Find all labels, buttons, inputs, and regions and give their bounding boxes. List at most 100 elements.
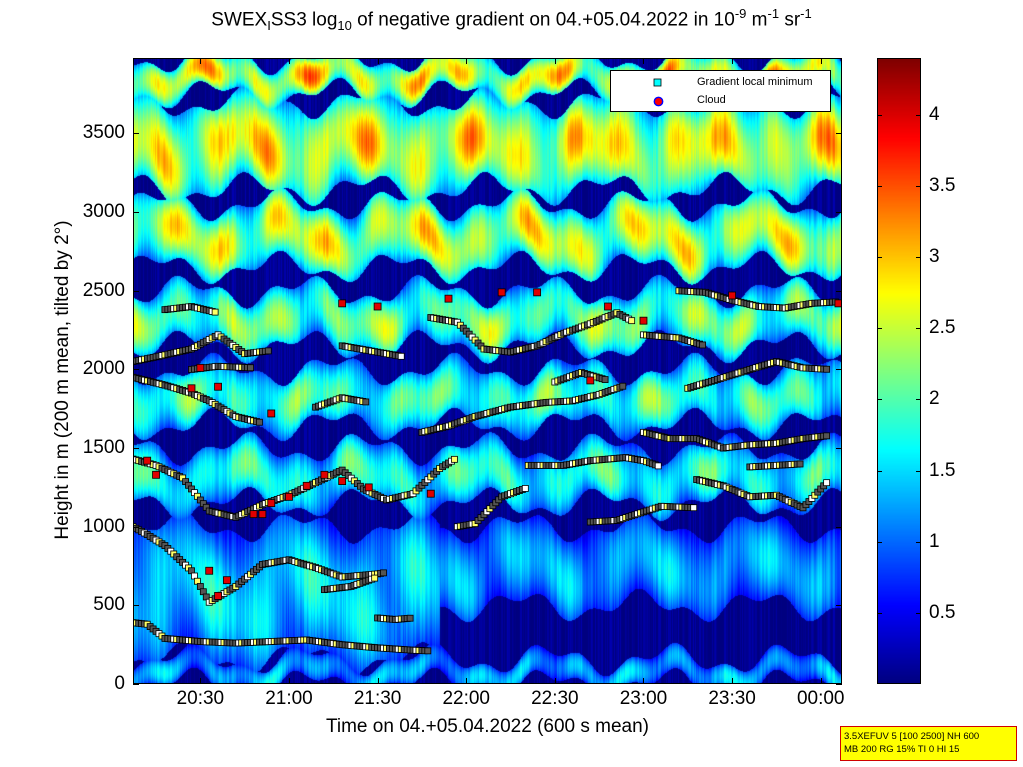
x-tick-label: 00:00 bbox=[796, 688, 845, 709]
y-tick-mark bbox=[133, 526, 139, 528]
cloud-point bbox=[187, 384, 196, 393]
y-tick-mark bbox=[836, 133, 842, 135]
y-tick-mark bbox=[836, 212, 842, 214]
cloud-point bbox=[196, 363, 205, 372]
cloud-point bbox=[426, 489, 435, 498]
cloud-point bbox=[320, 470, 329, 479]
colorbar-tick-mark bbox=[877, 257, 882, 259]
colorbar-tick-mark bbox=[916, 541, 921, 543]
cyan-square-marker-icon bbox=[653, 78, 662, 87]
title-sub-2: 10 bbox=[337, 18, 352, 34]
gradient-minimum-point bbox=[628, 317, 636, 325]
cloud-point bbox=[267, 499, 276, 508]
x-tick-mark bbox=[732, 678, 734, 684]
colorbar-tick-mark bbox=[916, 186, 921, 188]
gradient-minimum-point bbox=[406, 614, 414, 622]
cloud-point bbox=[364, 483, 373, 492]
cloud-point bbox=[258, 510, 267, 519]
cloud-point bbox=[497, 288, 506, 297]
gradient-minimum-point bbox=[823, 365, 831, 373]
red-circle-marker-icon bbox=[653, 96, 664, 107]
y-tick-mark bbox=[836, 290, 842, 292]
gradient-minimum-point bbox=[397, 352, 405, 360]
colorbar-tick-label: 1.5 bbox=[929, 459, 956, 481]
title-sub-1: I bbox=[267, 18, 271, 34]
x-tick-mark bbox=[643, 678, 645, 684]
y-tick-label: 3000 bbox=[82, 201, 125, 223]
y-tick-mark bbox=[836, 448, 842, 450]
x-tick-label: 23:30 bbox=[708, 688, 756, 709]
title-mid-4: sr bbox=[779, 9, 801, 31]
y-tick-mark bbox=[836, 605, 842, 607]
cloud-point bbox=[639, 316, 648, 325]
cloud-point bbox=[152, 470, 160, 479]
colorbar-tick-label: 3 bbox=[929, 246, 940, 268]
cloud-point bbox=[205, 566, 214, 575]
gradient-minimum-point bbox=[699, 341, 706, 349]
cloud-point bbox=[143, 456, 152, 465]
cloud-point bbox=[267, 409, 276, 418]
colorbar-tick-mark bbox=[877, 470, 882, 472]
cloud-point bbox=[586, 376, 595, 385]
gradient-minimum-point bbox=[823, 432, 831, 440]
cloud-point bbox=[302, 481, 311, 490]
cloud-point bbox=[834, 299, 842, 308]
cloud-point bbox=[728, 291, 737, 300]
gradient-minimum-point bbox=[256, 418, 263, 426]
y-tick-label: 500 bbox=[93, 594, 125, 616]
x-tick-mark bbox=[288, 58, 290, 64]
x-tick-mark bbox=[377, 58, 379, 64]
y-tick-mark bbox=[133, 369, 139, 371]
cloud-point bbox=[214, 592, 222, 600]
gradient-minimum-point bbox=[264, 347, 272, 355]
title-sup-3: -1 bbox=[800, 6, 812, 21]
cloud-point bbox=[338, 299, 347, 308]
info-line-2: MB 200 RG 15% TI 0 HI 15 bbox=[844, 744, 960, 755]
gradient-minimum-point bbox=[690, 504, 698, 512]
cloud-point bbox=[373, 302, 382, 311]
gradient-minimum-point bbox=[521, 485, 529, 492]
cloud-point bbox=[214, 382, 222, 391]
colorbar-tick-mark bbox=[916, 612, 921, 614]
colorbar-tick-label: 1 bbox=[929, 530, 940, 552]
y-tick-label: 0 bbox=[114, 673, 125, 694]
x-tick-label: 22:00 bbox=[442, 688, 490, 709]
y-tick-mark bbox=[836, 369, 842, 371]
colorbar-tick-label: 2.5 bbox=[929, 317, 956, 339]
y-tick-label: 3500 bbox=[82, 122, 125, 144]
gradient-minimum-point bbox=[451, 455, 458, 463]
cloud-point bbox=[223, 576, 231, 585]
processing-info-box: 3.5XEFUV 5 [100 2500] NH 600 MB 200 RG 1… bbox=[840, 726, 1017, 761]
title-sup-2: -1 bbox=[767, 6, 780, 21]
title-mid-2: of negative gradient on 04.+05.04.2022 i… bbox=[351, 9, 735, 31]
x-tick-label: 22:30 bbox=[531, 688, 579, 709]
x-tick-label: 21:00 bbox=[265, 688, 313, 709]
colorbar-tick-mark bbox=[877, 399, 882, 401]
x-tick-mark bbox=[288, 678, 290, 684]
y-tick-mark bbox=[133, 605, 139, 607]
x-tick-mark bbox=[732, 58, 734, 64]
legend-entry-gradient: Gradient local minimum bbox=[611, 74, 832, 90]
title-prefix: SWEX bbox=[211, 9, 268, 31]
y-tick-mark bbox=[133, 448, 139, 450]
markers-layer bbox=[133, 287, 842, 655]
title-sup-1: -9 bbox=[734, 6, 747, 21]
gradient-minimum-point bbox=[211, 308, 219, 316]
y-tick-mark bbox=[133, 290, 139, 292]
gradient-minimum-point bbox=[619, 382, 627, 390]
x-tick-mark bbox=[820, 58, 822, 64]
y-tick-label: 2500 bbox=[82, 279, 125, 301]
gradient-minimum-point bbox=[654, 462, 662, 470]
y-tick-mark bbox=[836, 684, 842, 685]
x-tick-mark bbox=[820, 678, 822, 684]
colorbar-tick-label: 0.5 bbox=[929, 601, 956, 623]
colorbar-tick-label: 2 bbox=[929, 388, 940, 410]
x-tick-mark bbox=[643, 58, 645, 64]
cloud-point bbox=[338, 477, 347, 486]
x-tick-mark bbox=[200, 678, 202, 684]
cloud-point bbox=[533, 288, 542, 297]
colorbar-tick-mark bbox=[916, 399, 921, 401]
legend-entry-cloud: Cloud bbox=[611, 92, 832, 108]
gradient-minimum-point bbox=[371, 574, 379, 582]
gradient-minimum-point bbox=[380, 569, 387, 577]
